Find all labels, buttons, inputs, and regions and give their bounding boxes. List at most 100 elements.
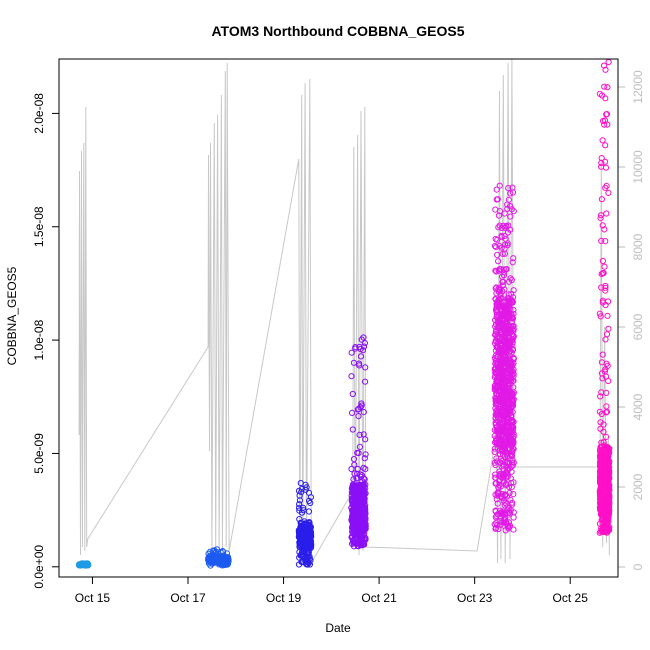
data-point (508, 390, 515, 397)
data-point (492, 439, 499, 446)
data-point (510, 287, 517, 294)
data-point (502, 336, 509, 343)
data-point (360, 524, 367, 531)
data-point (500, 266, 507, 273)
data-point (505, 296, 512, 303)
data-point (360, 464, 367, 471)
data-point (494, 308, 501, 315)
data-point (349, 390, 356, 398)
data-point (603, 433, 610, 440)
data-point (504, 413, 511, 420)
data-point (507, 203, 514, 210)
data-point (494, 511, 501, 518)
data-point (601, 527, 608, 534)
data-point (493, 524, 500, 532)
data-point (495, 258, 502, 265)
data-point (602, 282, 609, 290)
data-point (494, 324, 501, 331)
data-point (296, 528, 303, 535)
y-axis-label: COBBNA_GEOS5 (5, 266, 19, 365)
data-point (357, 471, 364, 478)
data-point (602, 158, 609, 165)
right-tick-label: 12000 (631, 70, 645, 104)
x-axis-label: Date (325, 621, 351, 635)
data-point (602, 142, 609, 149)
data-point (604, 470, 612, 477)
data-point (492, 401, 499, 408)
data-point (504, 453, 511, 460)
data-point (296, 554, 303, 561)
data-point (510, 424, 517, 431)
data-point (599, 137, 606, 144)
y-tick-label: 1.0e-08 (32, 319, 46, 360)
data-point (605, 518, 612, 525)
data-point (356, 501, 363, 508)
data-point (598, 389, 605, 396)
data-point (299, 526, 306, 533)
data-point (509, 378, 516, 385)
data-point (497, 365, 504, 372)
data-point (360, 475, 367, 482)
data-point (352, 517, 359, 524)
data-point (506, 300, 513, 307)
data-point (601, 226, 608, 233)
data-point (602, 95, 609, 102)
right-tick-label: 6000 (631, 313, 645, 340)
data-point (306, 553, 313, 560)
data-point (600, 462, 607, 469)
data-point (507, 213, 514, 220)
data-point (304, 561, 311, 568)
data-point (504, 401, 511, 408)
data-point (601, 368, 609, 375)
data-point (602, 184, 609, 191)
data-point (496, 324, 503, 331)
data-point (498, 441, 505, 448)
data-point (605, 325, 612, 332)
right-tick-label: 4000 (631, 393, 645, 420)
data-point (597, 313, 604, 320)
data-point (597, 419, 604, 426)
data-point (604, 121, 611, 128)
data-point (302, 481, 309, 488)
data-point (504, 416, 511, 423)
data-point (219, 548, 226, 555)
data-point (496, 182, 503, 189)
data-point (353, 513, 361, 520)
data-point (603, 210, 610, 217)
data-point (501, 472, 508, 479)
data-point (506, 376, 513, 383)
data-point (493, 268, 500, 275)
data-point (502, 235, 509, 242)
data-point (501, 245, 508, 252)
data-point (354, 406, 361, 413)
data-point (492, 360, 499, 367)
data-point (601, 62, 608, 69)
data-point (498, 511, 505, 518)
data-point (505, 335, 512, 342)
data-point (504, 309, 511, 316)
data-point (600, 269, 607, 277)
scatter-points (76, 58, 613, 569)
data-point (498, 244, 505, 251)
data-point (492, 267, 499, 274)
data-point (494, 298, 501, 305)
data-point (497, 510, 505, 517)
data-point (509, 439, 516, 446)
data-point (354, 475, 361, 482)
data-point (501, 232, 508, 240)
data-point (360, 511, 367, 518)
data-point (508, 363, 515, 370)
data-point (509, 189, 517, 196)
data-point (362, 364, 369, 371)
data-point (352, 490, 359, 497)
data-point (596, 310, 604, 317)
data-point (493, 496, 500, 503)
data-point (505, 185, 512, 192)
data-point (496, 395, 503, 402)
data-point (352, 490, 359, 498)
series-4 (491, 182, 517, 534)
data-point (496, 364, 503, 371)
y-tick-label: 0.0e+00 (32, 545, 46, 589)
data-point (359, 483, 366, 490)
data-point (499, 278, 506, 286)
